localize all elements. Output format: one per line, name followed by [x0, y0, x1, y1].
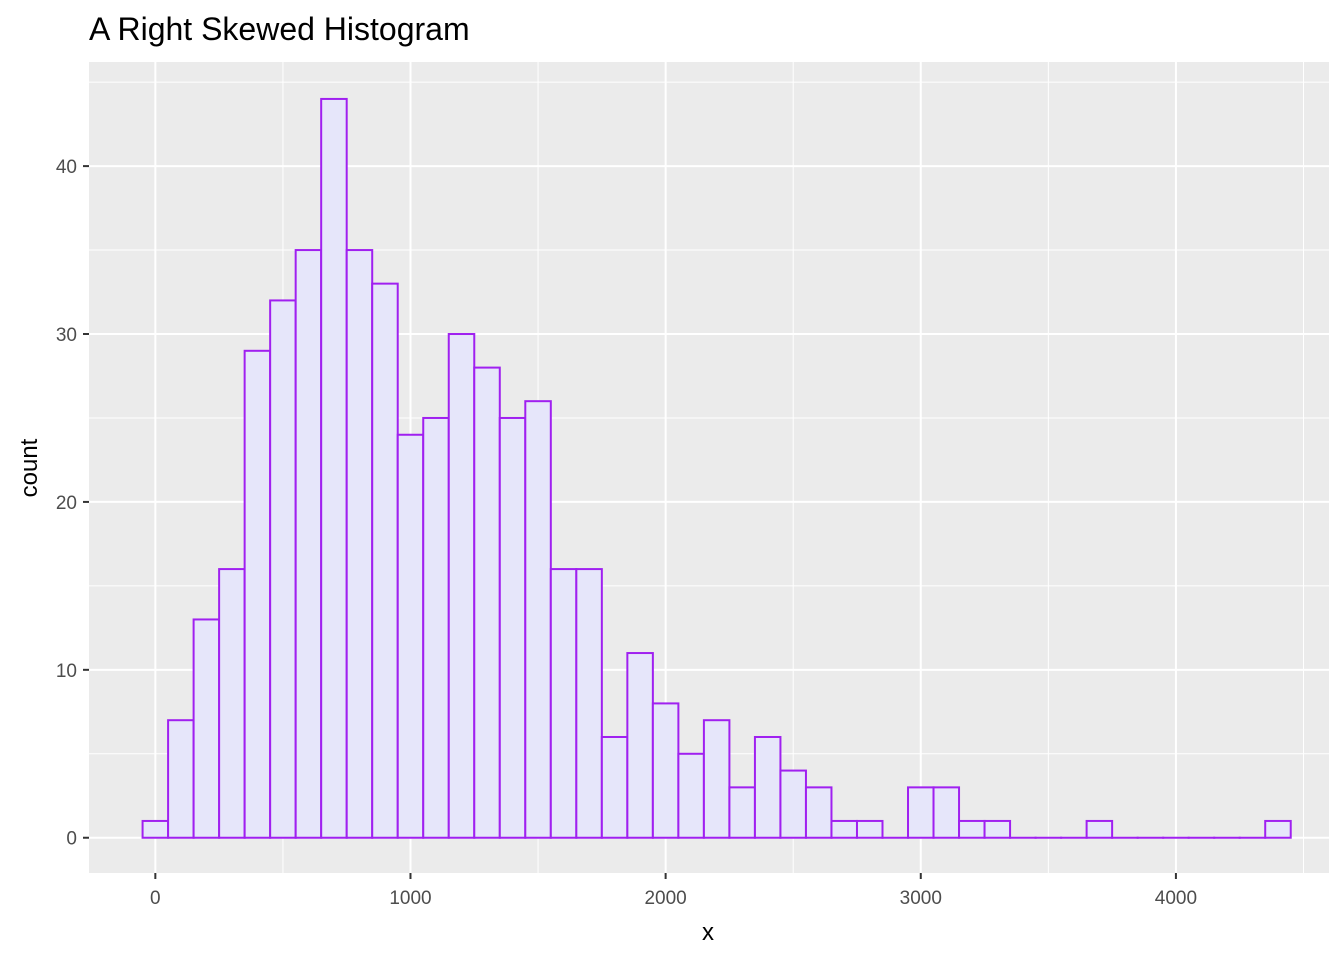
- histogram-bars: [141, 97, 1292, 839]
- y-tick-label: 20: [56, 493, 77, 514]
- histogram-bar: [983, 819, 1012, 839]
- x-axis-ticks: 0 1000 2000 3000 4000: [150, 873, 1197, 909]
- x-tick-label: 1000: [389, 888, 431, 909]
- histogram-bar: [575, 568, 603, 839]
- histogram-bar: [932, 786, 961, 839]
- x-tick-label: 0: [150, 888, 161, 909]
- histogram-bar: [294, 249, 323, 839]
- x-tick-label: 3000: [900, 888, 942, 909]
- histogram-bar: [626, 652, 654, 839]
- histogram-bar: [804, 786, 833, 839]
- histogram-bar: [753, 735, 782, 839]
- histogram-bar: [243, 349, 272, 839]
- x-axis-title: x: [702, 919, 714, 946]
- histogram-bar: [167, 719, 195, 839]
- histogram-bar: [396, 433, 425, 839]
- histogram-bar: [422, 416, 450, 839]
- y-tick-label: 30: [56, 325, 77, 346]
- y-axis-ticks: 0 10 20 30 40: [56, 157, 89, 850]
- x-tick-label: 2000: [644, 888, 686, 909]
- histogram-bar: [702, 719, 731, 839]
- histogram-bar: [218, 568, 246, 839]
- histogram-bar: [651, 702, 680, 839]
- histogram-bar: [192, 618, 221, 839]
- histogram-bar: [1264, 819, 1292, 839]
- histogram-bar: [830, 819, 858, 839]
- histogram-bar: [958, 819, 986, 839]
- histogram-bar: [473, 366, 501, 839]
- chart-title: A Right Skewed Histogram: [89, 11, 470, 47]
- y-tick-label: 40: [56, 157, 77, 178]
- histogram-bar: [371, 282, 399, 839]
- histogram-bar: [600, 735, 629, 839]
- histogram-bar: [1085, 819, 1114, 839]
- y-tick-label: 0: [66, 829, 77, 850]
- histogram-bar: [524, 400, 552, 839]
- histogram-bar: [498, 416, 527, 839]
- histogram-bar: [447, 333, 476, 839]
- histogram-bar: [779, 769, 807, 839]
- histogram-bar: [549, 568, 578, 839]
- y-axis-title: count: [16, 438, 43, 497]
- histogram-bar: [677, 752, 705, 839]
- y-tick-label: 10: [56, 661, 77, 682]
- histogram-bar: [728, 786, 756, 839]
- histogram-bar: [320, 97, 348, 839]
- x-tick-label: 4000: [1155, 888, 1197, 909]
- histogram-bar: [345, 249, 374, 839]
- histogram-bar: [141, 819, 170, 839]
- histogram-bar: [269, 299, 297, 839]
- histogram-bar: [907, 786, 935, 839]
- histogram-bar: [855, 819, 884, 839]
